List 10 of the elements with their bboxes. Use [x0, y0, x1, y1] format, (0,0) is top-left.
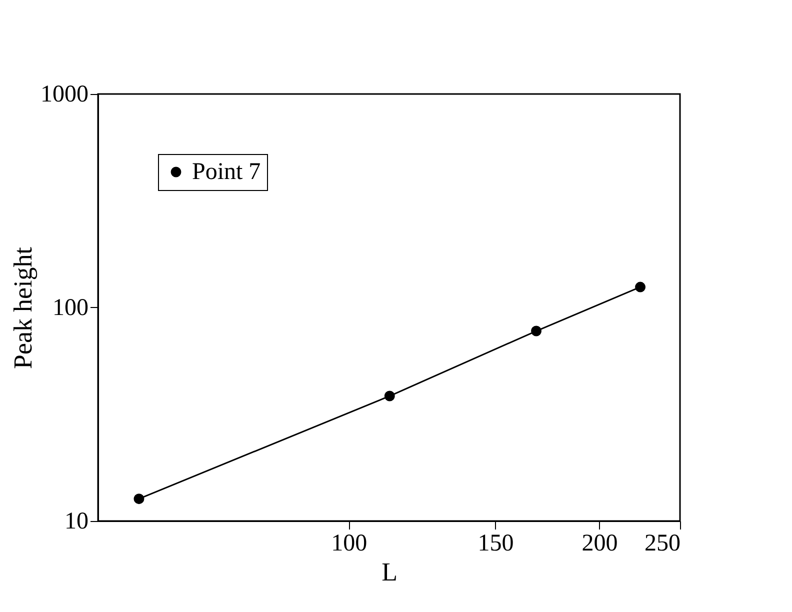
y-axis-title: Peak height	[8, 246, 38, 370]
x-tick-label: 150	[478, 530, 514, 556]
y-tick-label: 1000	[40, 82, 88, 108]
x-tick-label: 100	[331, 530, 368, 556]
legend-label: Point 7	[192, 159, 261, 185]
y-tick-label: 10	[64, 508, 88, 534]
y-tick-label: 100	[52, 295, 88, 321]
x-axis-title: L	[382, 558, 398, 586]
x-tick-label: 250	[644, 530, 680, 556]
x-tick-label: 200	[582, 530, 618, 556]
